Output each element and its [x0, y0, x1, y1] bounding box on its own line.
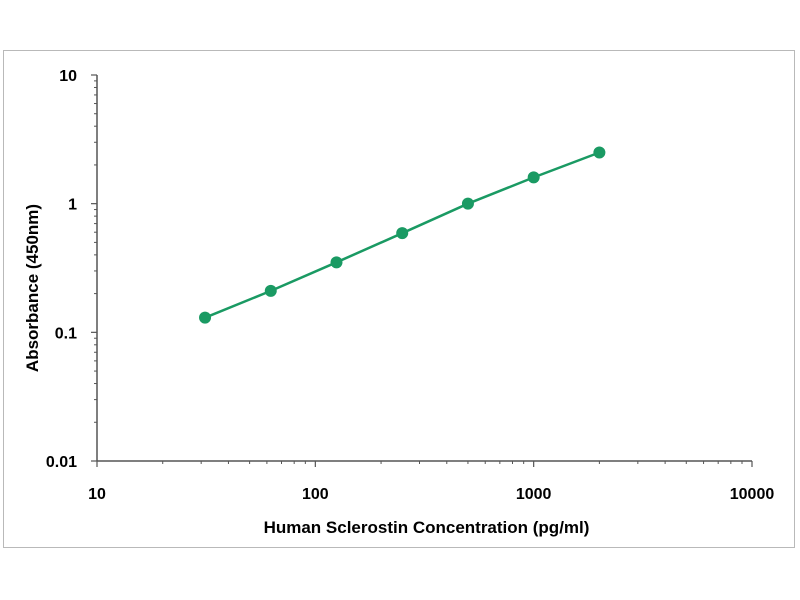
chart-frame	[3, 50, 795, 548]
data-point	[396, 227, 409, 240]
data-point	[461, 197, 474, 210]
y-tick-label: 0.01	[46, 454, 77, 471]
y-tick-label: 0.1	[55, 325, 77, 342]
y-axis-title: Absorbance (450nm)	[23, 204, 42, 372]
x-tick-label: 1000	[516, 486, 552, 503]
data-point	[330, 256, 343, 269]
data-point	[264, 284, 277, 297]
data-point	[199, 311, 212, 324]
x-axis-title: Human Sclerostin Concentration (pg/ml)	[264, 518, 590, 537]
x-tick-label: 100	[302, 486, 329, 503]
y-tick-label: 1	[68, 197, 77, 214]
data-point	[593, 146, 606, 159]
y-tick-label: 10	[59, 68, 77, 85]
x-tick-label: 10000	[730, 486, 775, 503]
data-point	[527, 171, 540, 184]
x-tick-label: 10	[88, 486, 106, 503]
